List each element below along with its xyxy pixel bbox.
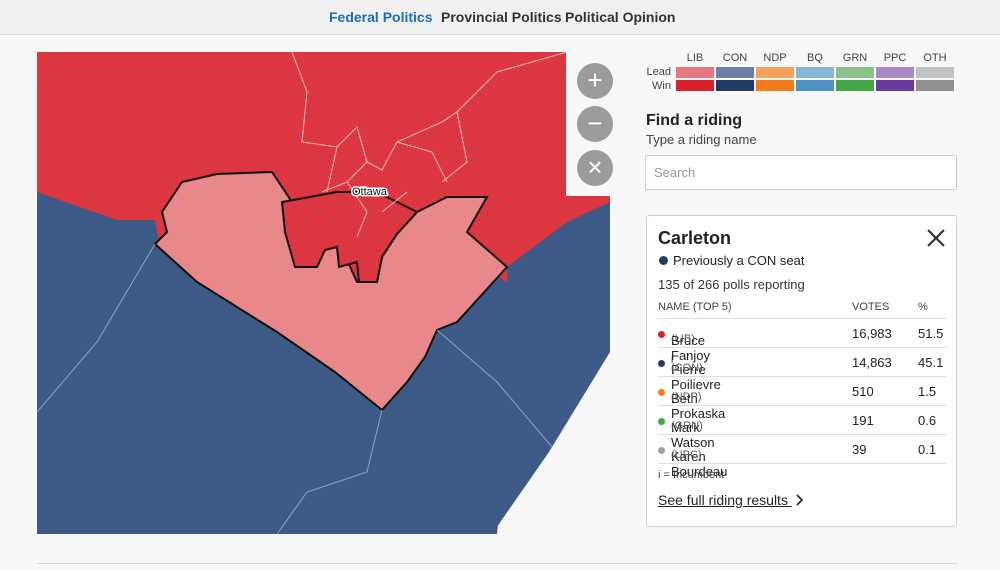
candidate-name: Beth Prokaska bbox=[671, 391, 726, 421]
legend-win-swatch bbox=[916, 80, 954, 91]
incumbent-note: i = Incumbent bbox=[658, 469, 725, 481]
chevron-right-icon bbox=[796, 494, 803, 506]
candidate-party: (LIB) bbox=[671, 333, 695, 345]
candidate-party: (GRN) bbox=[671, 420, 703, 432]
full-results-link[interactable]: See full riding results bbox=[658, 492, 805, 508]
candidate-name: Mark Watson bbox=[671, 420, 715, 450]
party-legend: Lead Win LIB CON NDP BQ GRN PPC OTH bbox=[645, 52, 957, 92]
tab-provincial-politics[interactable]: Provincial Politics bbox=[441, 9, 562, 25]
party-dot bbox=[658, 331, 665, 338]
legend-lead-label: Lead bbox=[646, 66, 671, 78]
legend-win-swatch bbox=[796, 80, 834, 91]
legend-party-1: CON bbox=[722, 52, 748, 64]
search-input[interactable] bbox=[645, 155, 957, 190]
table-row: Beth Prokaska (NDP) 510 1.5 bbox=[658, 377, 947, 421]
candidate-votes: 39 bbox=[852, 442, 867, 457]
legend-win-swatch bbox=[756, 80, 794, 91]
find-riding-subtitle: Type a riding name bbox=[646, 132, 757, 147]
zoom-in-button[interactable]: + bbox=[577, 63, 613, 99]
zoom-out-button[interactable]: − bbox=[577, 106, 613, 142]
tab-federal-politics[interactable]: Federal Politics bbox=[329, 9, 433, 25]
reset-map-button[interactable]: × bbox=[577, 150, 613, 186]
party-dot bbox=[658, 360, 665, 367]
candidate-votes: 191 bbox=[852, 413, 874, 428]
legend-party-6: OTH bbox=[923, 52, 947, 64]
map-region-con-east[interactable] bbox=[437, 202, 610, 534]
legend-win-swatch bbox=[836, 80, 874, 91]
candidate-name: Pierre Poilievre bbox=[671, 362, 721, 392]
candidate-name: Karen Bourdeau bbox=[671, 449, 728, 479]
candidate-party: (NDP) bbox=[671, 391, 702, 403]
legend-lead-swatch bbox=[796, 67, 834, 78]
table-row: Pierre Poilievre (CON) i 14,863 45.1 bbox=[658, 348, 947, 392]
tab-political-opinion[interactable]: Political Opinion bbox=[565, 9, 676, 25]
map-svg[interactable]: Ottawa bbox=[37, 52, 610, 534]
candidate-name: Bruce Fanjoy bbox=[671, 333, 711, 363]
legend-lead-swatch bbox=[836, 67, 874, 78]
party-dot bbox=[658, 418, 665, 425]
top-navigation: Federal Politics Provincial Politics Pol… bbox=[0, 0, 1000, 35]
party-dot bbox=[658, 389, 665, 396]
legend-win-label: Win bbox=[652, 80, 671, 92]
incumbent-marker: i bbox=[671, 355, 674, 366]
candidate-pct: 45.1 bbox=[918, 355, 944, 370]
map-con-borders bbox=[37, 243, 553, 534]
candidate-pct: 1.5 bbox=[918, 384, 937, 399]
candidate-votes: 510 bbox=[852, 384, 874, 399]
city-label-ottawa: Ottawa bbox=[352, 186, 388, 198]
candidate-pct: 51.5 bbox=[918, 326, 944, 341]
legend-win-swatch bbox=[676, 80, 714, 91]
full-results-label: See full riding results bbox=[658, 492, 788, 508]
legend-lead-swatch bbox=[716, 67, 754, 78]
candidate-votes: 14,863 bbox=[852, 355, 892, 370]
legend-party-3: BQ bbox=[807, 52, 823, 64]
map-riding-borders bbox=[291, 52, 568, 238]
previous-seat: Previously a CON seat bbox=[659, 253, 805, 268]
candidate-party: (CON) bbox=[671, 362, 703, 374]
previous-party-dot bbox=[659, 256, 668, 265]
table-row: Karen Bourdeau (UPC) 39 0.1 bbox=[658, 435, 947, 479]
candidate-pct: 0.6 bbox=[918, 413, 937, 428]
legend-party-4: GRN bbox=[842, 52, 868, 64]
party-dot bbox=[658, 447, 665, 454]
candidate-party: (UPC) bbox=[671, 449, 702, 461]
legend-party-5: PPC bbox=[883, 52, 907, 64]
table-row: Bruce Fanjoy (LIB) 16,983 51.5 bbox=[658, 319, 947, 363]
col-name: NAME (TOP 5) bbox=[658, 301, 732, 313]
candidate-votes: 16,983 bbox=[852, 326, 892, 341]
map-region-ottawa-core[interactable] bbox=[280, 191, 419, 283]
col-votes: VOTES bbox=[852, 301, 890, 313]
table-row: Mark Watson (GRN) 191 0.6 bbox=[658, 406, 947, 450]
legend-lead-swatch bbox=[676, 67, 714, 78]
legend-party-2: NDP bbox=[763, 52, 787, 64]
riding-map[interactable]: Ottawa bbox=[37, 52, 610, 534]
legend-win-swatch bbox=[876, 80, 914, 91]
riding-results-card: Carleton Previously a CON seat 135 of 26… bbox=[646, 215, 957, 527]
candidate-name-cell: Pierre Poilievre (CON) i bbox=[671, 355, 721, 392]
legend-lead-swatch bbox=[876, 67, 914, 78]
candidate-pct: 0.1 bbox=[918, 442, 937, 457]
polls-reporting: 135 of 266 polls reporting bbox=[658, 277, 805, 292]
riding-name: Carleton bbox=[658, 228, 732, 248]
legend-lead-swatch bbox=[756, 67, 794, 78]
bottom-divider bbox=[37, 563, 957, 564]
legend-party-0: LIB bbox=[686, 52, 704, 64]
legend-win-swatch bbox=[716, 80, 754, 91]
legend-lead-swatch bbox=[916, 67, 954, 78]
close-icon[interactable] bbox=[924, 226, 948, 250]
find-riding-title: Find a riding bbox=[646, 112, 742, 129]
col-pct: % bbox=[918, 301, 928, 313]
results-table-header: NAME (TOP 5) VOTES % bbox=[658, 301, 947, 319]
previous-seat-text: Previously a CON seat bbox=[673, 253, 805, 268]
